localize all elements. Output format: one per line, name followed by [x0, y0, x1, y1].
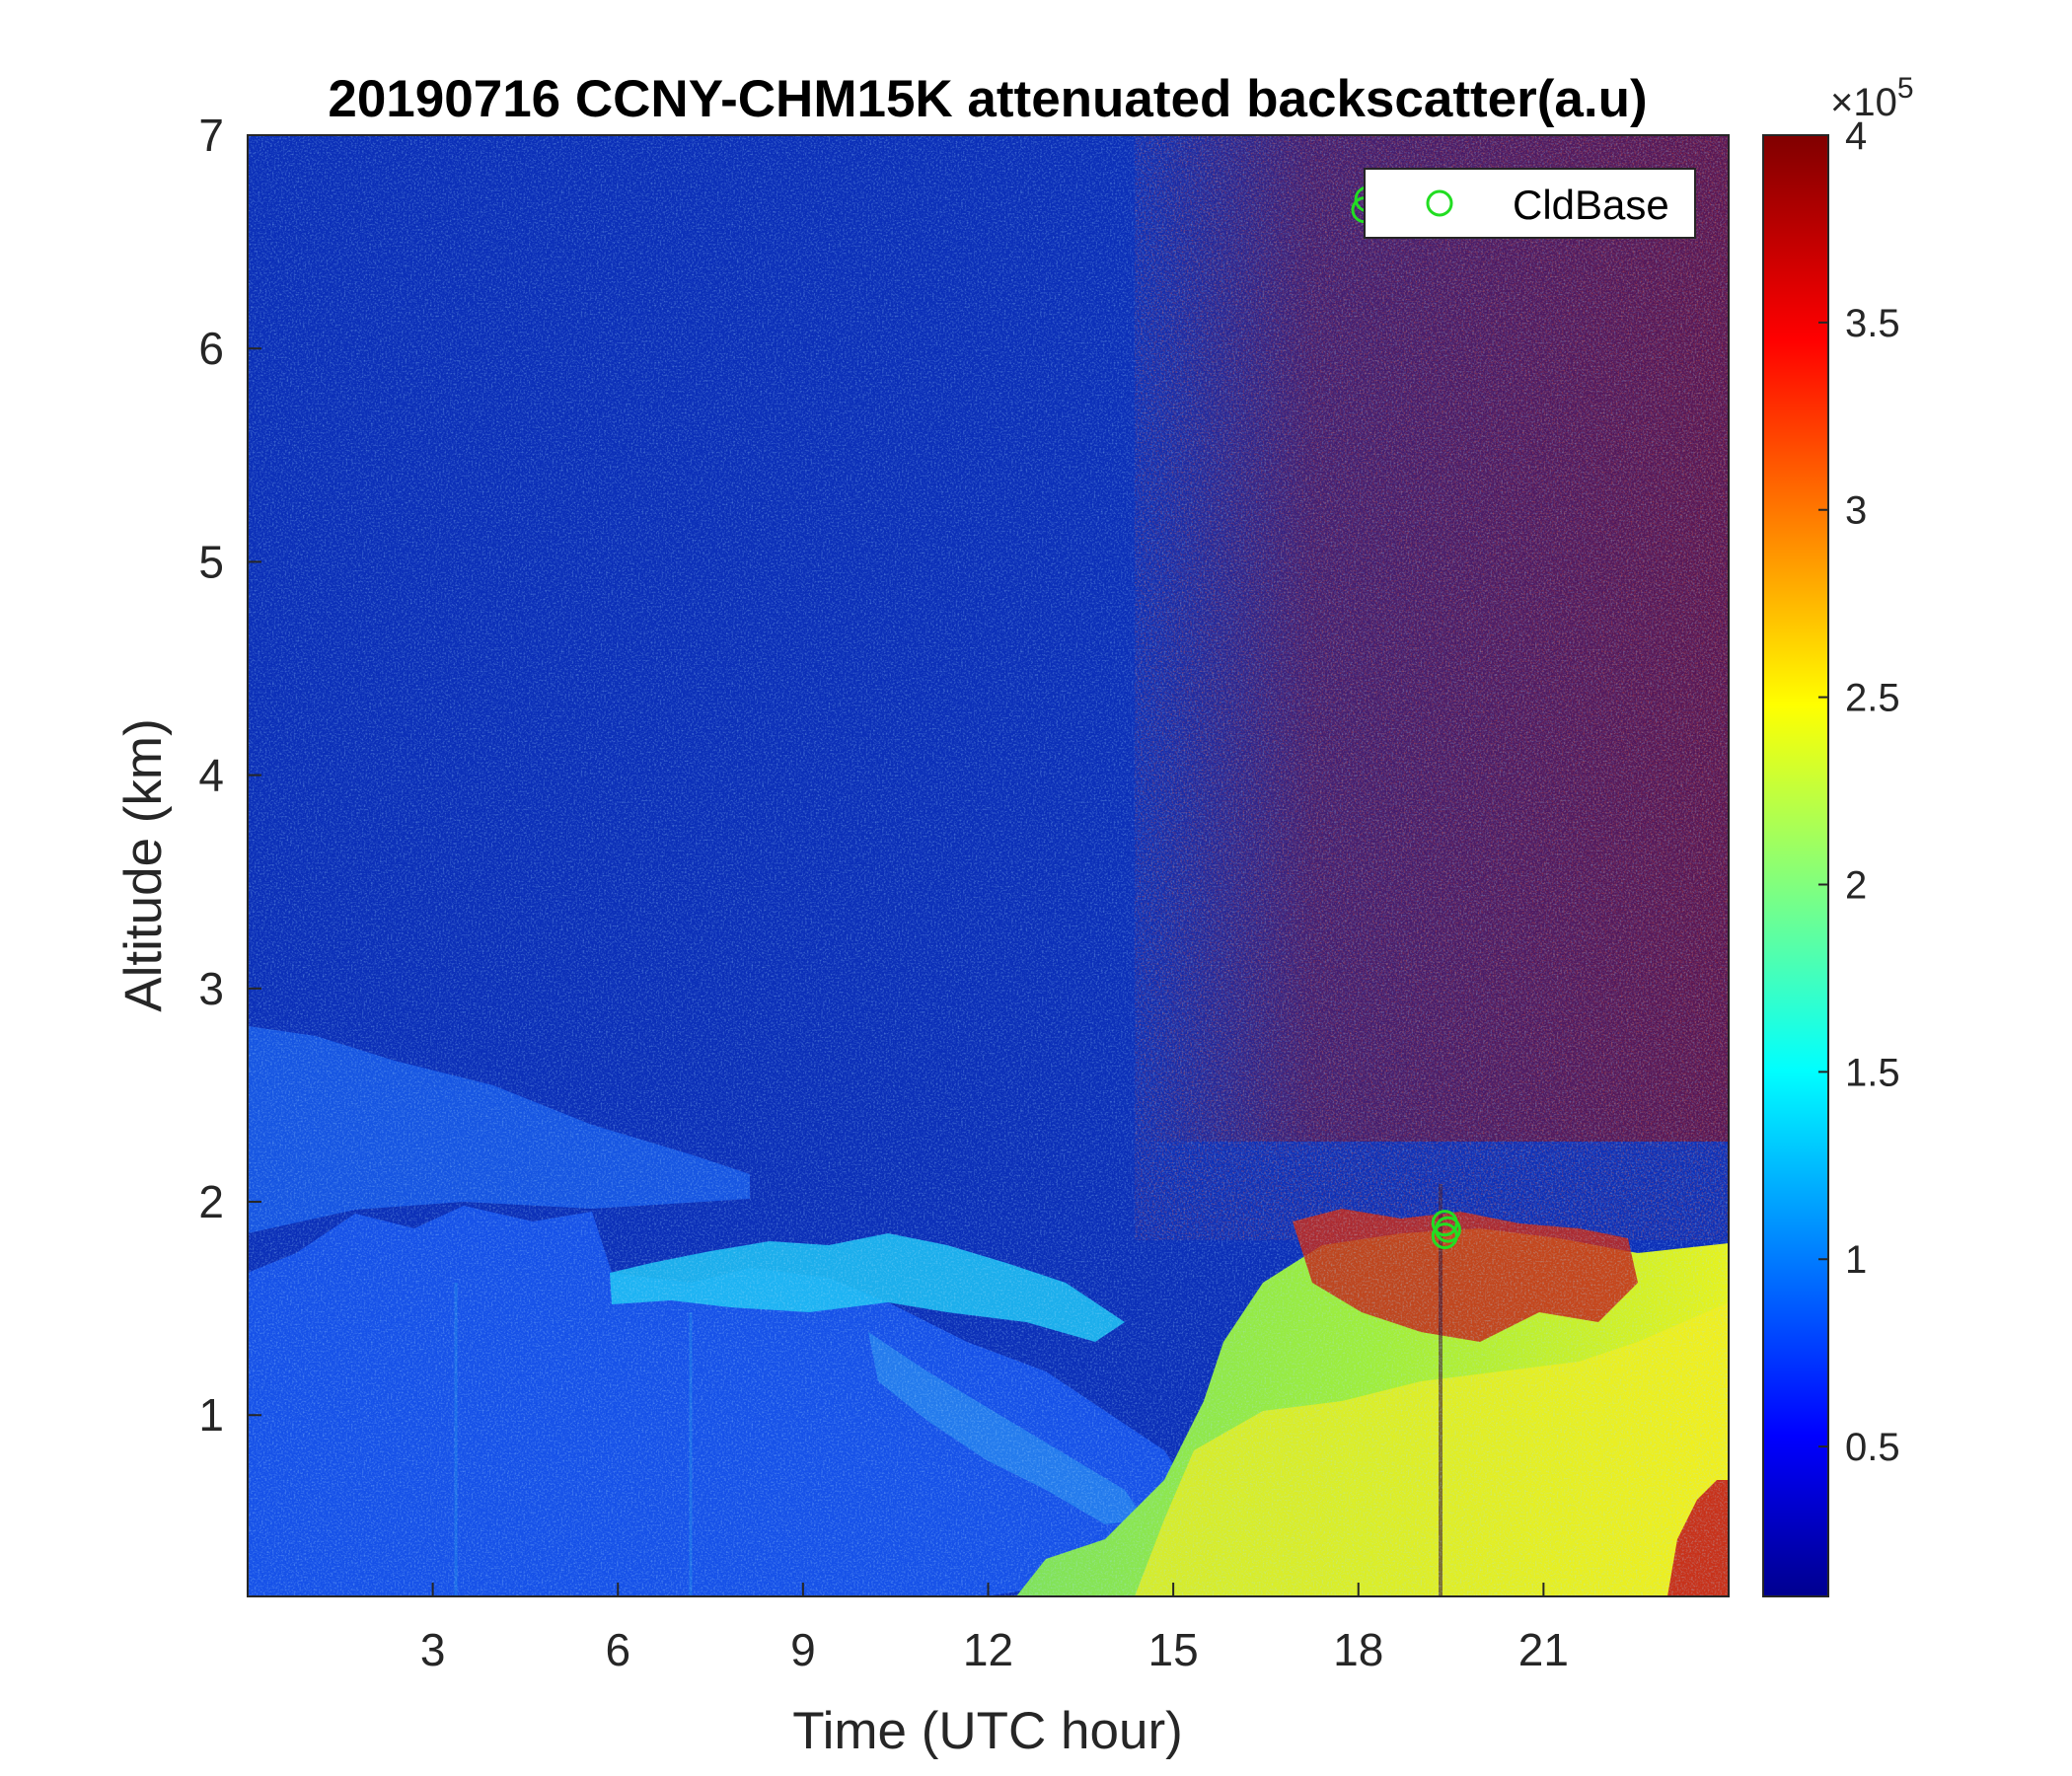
y-tick-label: 4 [198, 750, 224, 801]
colorbar-tick-label: 4 [1845, 114, 1867, 158]
y-tick-label: 2 [198, 1176, 224, 1227]
y-tick-label: 6 [198, 323, 224, 374]
colorbar-tick-label: 2.5 [1845, 677, 1900, 720]
y-axis-label: Altitude (km) [114, 718, 173, 1011]
y-axis: 1 2 3 4 5 6 7 [198, 110, 261, 1441]
legend-marker-cldbase [1426, 189, 1453, 217]
colorbar-tick-label: 1.5 [1845, 1051, 1900, 1094]
x-tick-label: 3 [420, 1624, 446, 1675]
y-tick-label: 5 [198, 536, 224, 587]
x-tick-label: 21 [1518, 1624, 1569, 1675]
colorbar-exponent-power: 5 [1897, 72, 1914, 105]
legend: CldBase [1364, 168, 1696, 239]
x-tick-label: 12 [963, 1624, 1013, 1675]
x-tick-label: 6 [605, 1624, 630, 1675]
colorbar-tick-label: 3.5 [1845, 302, 1900, 345]
chart-title: 20190716 CCNY-CHM15K attenuated backscat… [328, 70, 1647, 128]
colorbar: 0.5 1 1.5 2 2.5 3 3.5 4 ×105 [1762, 72, 1914, 1597]
colorbar-ticks: 0.5 1 1.5 2 2.5 3 3.5 4 [1818, 114, 1900, 1469]
y-tick-label: 1 [198, 1389, 224, 1441]
colorbar-exponent-base: ×10 [1830, 81, 1897, 124]
colorbar-tick-label: 1 [1845, 1238, 1867, 1282]
x-axis-label: Time (UTC hour) [792, 1702, 1183, 1760]
colorbar-tick-label: 3 [1845, 489, 1867, 533]
heatmap-noise-red [1135, 135, 1729, 1240]
x-tick-label: 18 [1333, 1624, 1383, 1675]
cloud-base-point [1434, 1216, 1461, 1243]
legend-box [1364, 168, 1696, 239]
legend-label-cldbase: CldBase [1513, 182, 1669, 228]
backscatter-heatmap [248, 135, 1729, 1596]
y-tick-label: 3 [198, 963, 224, 1014]
colorbar-tick-label: 0.5 [1845, 1426, 1900, 1469]
y-tick-label: 7 [198, 110, 224, 161]
colorbar-exponent: ×105 [1830, 72, 1914, 124]
x-tick-label: 15 [1148, 1624, 1199, 1675]
x-tick-label: 9 [790, 1624, 816, 1675]
x-axis: 3 6 9 12 15 18 21 [420, 1583, 1569, 1675]
colorbar-gradient-bar [1762, 134, 1829, 1597]
colorbar-tick-label: 2 [1845, 863, 1867, 907]
